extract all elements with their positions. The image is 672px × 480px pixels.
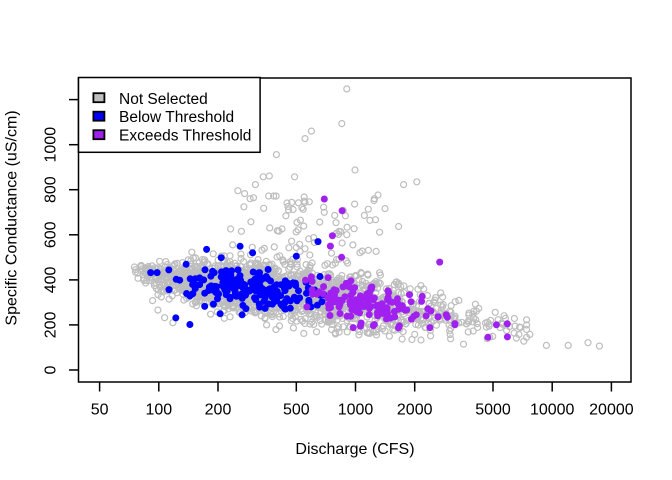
svg-text:400: 400 — [43, 266, 60, 293]
svg-text:100: 100 — [145, 402, 172, 419]
svg-text:800: 800 — [43, 176, 60, 203]
svg-text:1000: 1000 — [43, 127, 60, 163]
svg-text:1000: 1000 — [338, 402, 374, 419]
svg-text:50: 50 — [91, 402, 109, 419]
svg-text:200: 200 — [43, 311, 60, 338]
svg-text:Exceeds Threshold: Exceeds Threshold — [119, 128, 251, 145]
svg-text:0: 0 — [43, 365, 60, 374]
svg-text:500: 500 — [283, 402, 310, 419]
svg-text:5000: 5000 — [475, 402, 511, 419]
svg-text:20000: 20000 — [589, 402, 634, 419]
svg-text:200: 200 — [205, 402, 232, 419]
svg-text:10000: 10000 — [530, 402, 575, 419]
svg-text:Below Threshold: Below Threshold — [119, 109, 234, 126]
svg-text:Discharge (CFS): Discharge (CFS) — [295, 441, 414, 458]
svg-text:Specific Conductance (uS/cm): Specific Conductance (uS/cm) — [4, 110, 21, 325]
svg-text:2000: 2000 — [397, 402, 433, 419]
svg-text:600: 600 — [43, 221, 60, 248]
svg-text:Not Selected: Not Selected — [119, 91, 208, 108]
